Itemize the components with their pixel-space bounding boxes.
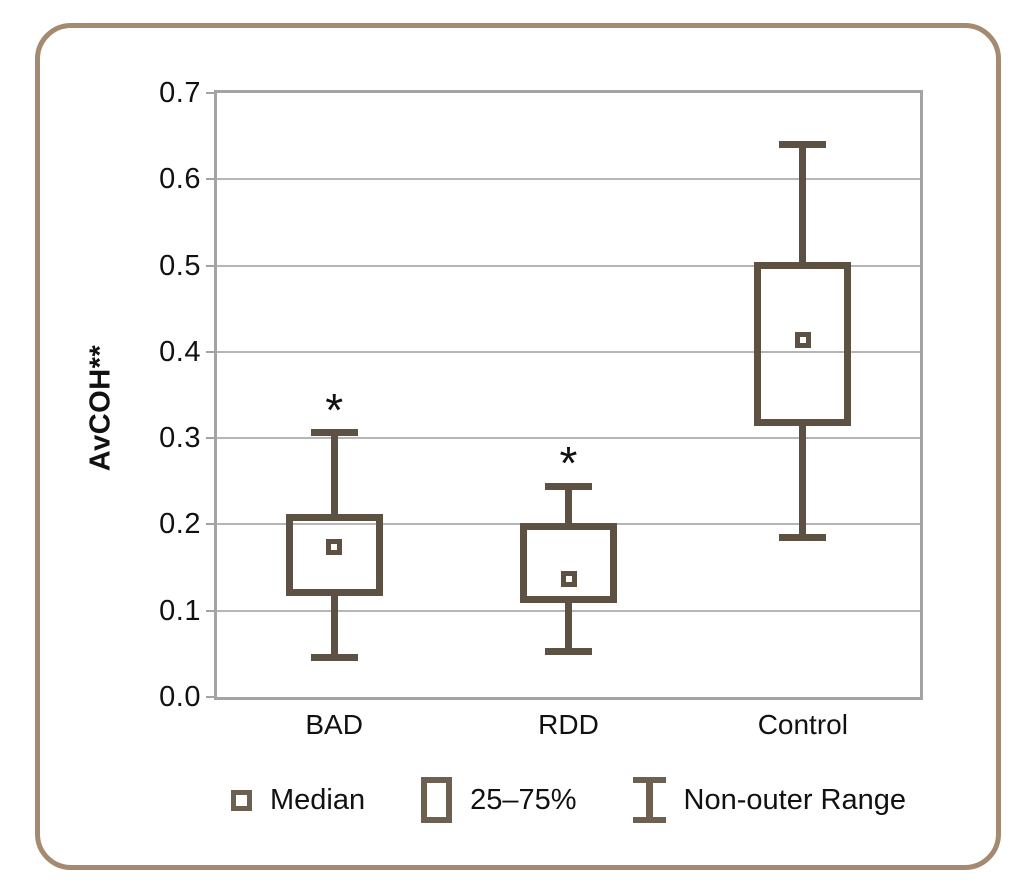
legend-label-median: Median <box>269 784 366 816</box>
y-tick-mark <box>206 609 214 612</box>
iqr-box-bad <box>285 514 383 597</box>
gridline <box>217 264 920 267</box>
iqr-box-rdd <box>520 522 617 603</box>
gridline <box>217 437 920 440</box>
whisker-cap-bottom-control <box>779 533 827 541</box>
y-tick-mark <box>206 92 214 94</box>
x-category-label-rdd: RDD <box>538 709 599 740</box>
y-tick-label: 0.5 <box>159 249 201 282</box>
y-tick-label: 0.7 <box>159 77 201 109</box>
plot-area: * * <box>214 90 923 700</box>
y-axis-ticks: 0.0 0.1 0.2 0.3 0.4 0.5 0.6 0.7 <box>0 77 201 713</box>
median-marker-icon <box>230 789 252 811</box>
x-axis-labels: BAD RDD Control <box>217 707 920 747</box>
y-tick-label: 0.3 <box>159 422 201 455</box>
whisker-upper-control <box>799 144 807 266</box>
y-tick-label: 0.6 <box>159 163 201 196</box>
whisker-cap-top-rdd <box>545 482 592 490</box>
y-tick-label: 0.4 <box>159 335 201 368</box>
y-tick-mark <box>206 437 214 440</box>
y-tick-label: 0.1 <box>159 594 201 627</box>
legend-item-range: Non-outer Range <box>632 777 907 823</box>
box-25-75-icon <box>421 777 453 823</box>
whisker-cap-bottom-bad <box>310 653 358 661</box>
whisker-lower-control <box>799 422 807 538</box>
iqr-box-control <box>754 262 852 427</box>
median-marker-control <box>794 331 811 348</box>
y-tick-label: 0.0 <box>159 681 201 713</box>
legend: Median 25–75% Non-outer Range <box>217 766 920 834</box>
y-tick-label: 0.2 <box>159 508 201 541</box>
whisker-lower-rdd <box>565 599 572 652</box>
y-tick-mark <box>206 350 214 353</box>
whisker-range-icon <box>632 777 666 823</box>
x-category-label-control: Control <box>757 709 848 740</box>
legend-item-box: 25–75% <box>421 777 577 823</box>
legend-label-box: 25–75% <box>470 784 577 816</box>
x-category-label-bad: BAD <box>305 709 363 740</box>
whisker-cap-bottom-rdd <box>545 647 592 655</box>
y-tick-mark <box>206 178 214 181</box>
y-tick-mark <box>206 264 214 267</box>
whisker-lower-bad <box>330 592 338 658</box>
median-marker-rdd <box>560 570 577 587</box>
significance-marker-bad: * <box>325 383 344 436</box>
gridline <box>217 350 920 353</box>
y-tick-mark <box>206 523 214 526</box>
legend-item-median: Median <box>230 783 366 817</box>
whisker-cap-top-bad <box>310 429 358 437</box>
y-tick-mark <box>206 696 214 698</box>
gridline <box>217 178 920 181</box>
significance-marker-rdd: * <box>559 437 578 490</box>
whisker-upper-bad <box>330 432 338 518</box>
legend-label-range: Non-outer Range <box>683 784 907 816</box>
whisker-cap-top-control <box>779 141 827 149</box>
median-marker-bad <box>326 538 343 555</box>
whisker-upper-rdd <box>565 486 572 527</box>
